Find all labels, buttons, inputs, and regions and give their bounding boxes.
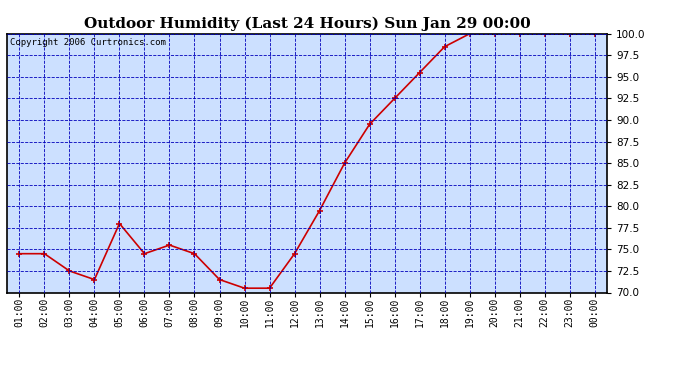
Title: Outdoor Humidity (Last 24 Hours) Sun Jan 29 00:00: Outdoor Humidity (Last 24 Hours) Sun Jan… bbox=[83, 17, 531, 31]
Text: Copyright 2006 Curtronics.com: Copyright 2006 Curtronics.com bbox=[10, 38, 166, 46]
